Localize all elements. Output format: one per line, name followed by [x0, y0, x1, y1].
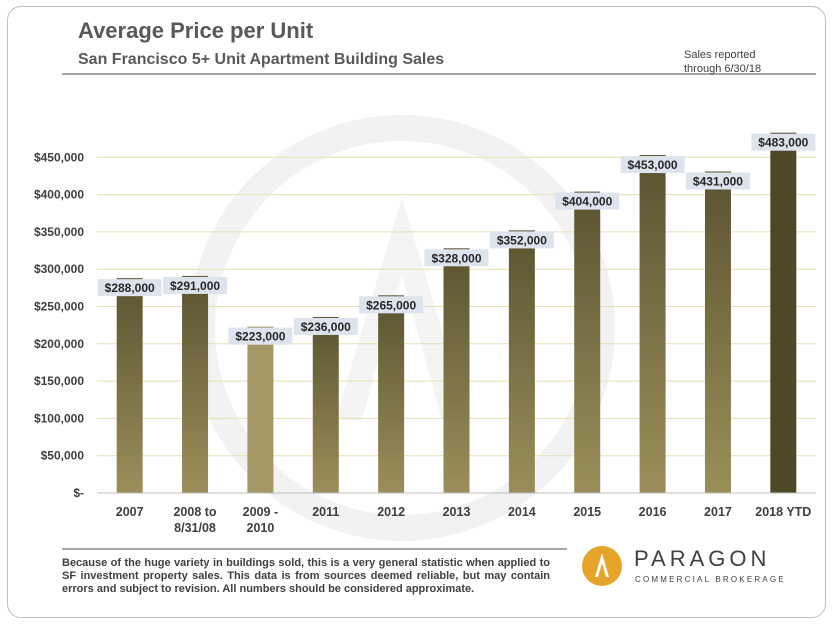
bar — [312, 316, 339, 493]
note-line-2: through 6/30/18 — [684, 63, 762, 75]
bar — [116, 278, 143, 493]
data-label: $288,000 — [105, 281, 155, 295]
data-label: $328,000 — [431, 251, 481, 265]
sales-reported-note: Sales reported through 6/30/18 — [684, 48, 761, 76]
data-label-box — [97, 279, 162, 297]
data-label: $453,000 — [628, 158, 678, 172]
note-line-1: Sales reported — [684, 49, 756, 61]
data-label: $483,000 — [758, 136, 808, 150]
data-label: $352,000 — [497, 233, 547, 247]
chart-title: Average Price per Unit — [78, 18, 314, 43]
x-tick-label: 2016 — [639, 505, 667, 519]
data-label: $291,000 — [170, 279, 220, 293]
x-tick-label: 2010 — [247, 521, 275, 535]
x-tick-label: 2008 to — [173, 505, 216, 519]
x-tick-label: 2015 — [573, 505, 601, 519]
data-label-box — [555, 192, 620, 210]
y-tick-label: $- — [73, 486, 84, 500]
x-tick-label: 2018 YTD — [755, 505, 811, 519]
logo-tagline: COMMERCIAL BROKERAGE — [635, 575, 786, 584]
bar — [182, 275, 209, 493]
bar — [704, 171, 731, 493]
x-tick-label: 8/31/08 — [174, 521, 216, 535]
disclaimer-text: Because of the huge variety in buildings… — [62, 557, 550, 595]
data-label: $236,000 — [301, 320, 351, 334]
y-tick-label: $300,000 — [34, 262, 84, 276]
bar — [639, 155, 666, 493]
y-tick-label: $100,000 — [34, 411, 84, 425]
data-label: $265,000 — [366, 298, 416, 312]
footer-divider — [62, 548, 567, 550]
y-tick-label: $50,000 — [41, 449, 85, 463]
bar — [508, 230, 535, 493]
bar — [574, 191, 601, 493]
y-tick-label: $200,000 — [34, 337, 84, 351]
x-tick-label: 2007 — [116, 505, 144, 519]
data-label: $431,000 — [693, 174, 743, 188]
data-label: $223,000 — [235, 330, 285, 344]
chart-subtitle: San Francisco 5+ Unit Apartment Building… — [78, 51, 445, 68]
data-label-box — [489, 231, 554, 249]
y-tick-label: $250,000 — [34, 300, 84, 314]
x-tick-label: 2011 — [312, 505, 339, 519]
data-label-box — [228, 327, 293, 345]
data-label-box — [163, 276, 228, 294]
paragon-logo-icon — [582, 546, 622, 586]
data-label-box — [685, 172, 750, 190]
y-tick-label: $400,000 — [34, 188, 84, 202]
data-label-box — [359, 296, 424, 314]
x-tick-label: 2009 - — [243, 505, 278, 519]
bar — [443, 248, 470, 493]
logo-name: PARAGON — [634, 546, 771, 571]
bar — [247, 326, 274, 493]
data-label-box — [620, 156, 685, 174]
data-label-box — [293, 317, 358, 335]
x-tick-label: 2014 — [508, 505, 536, 519]
data-label: $404,000 — [562, 195, 612, 209]
title-divider — [62, 73, 816, 75]
bar — [770, 132, 797, 493]
x-tick-label: 2017 — [704, 505, 732, 519]
x-tick-label: 2013 — [443, 505, 471, 519]
bar — [378, 295, 405, 493]
y-tick-label: $450,000 — [34, 150, 84, 164]
y-tick-label: $350,000 — [34, 225, 84, 239]
x-tick-label: 2012 — [377, 505, 405, 519]
data-label-box — [424, 249, 489, 267]
data-label-box — [751, 133, 816, 151]
y-tick-label: $150,000 — [34, 374, 84, 388]
